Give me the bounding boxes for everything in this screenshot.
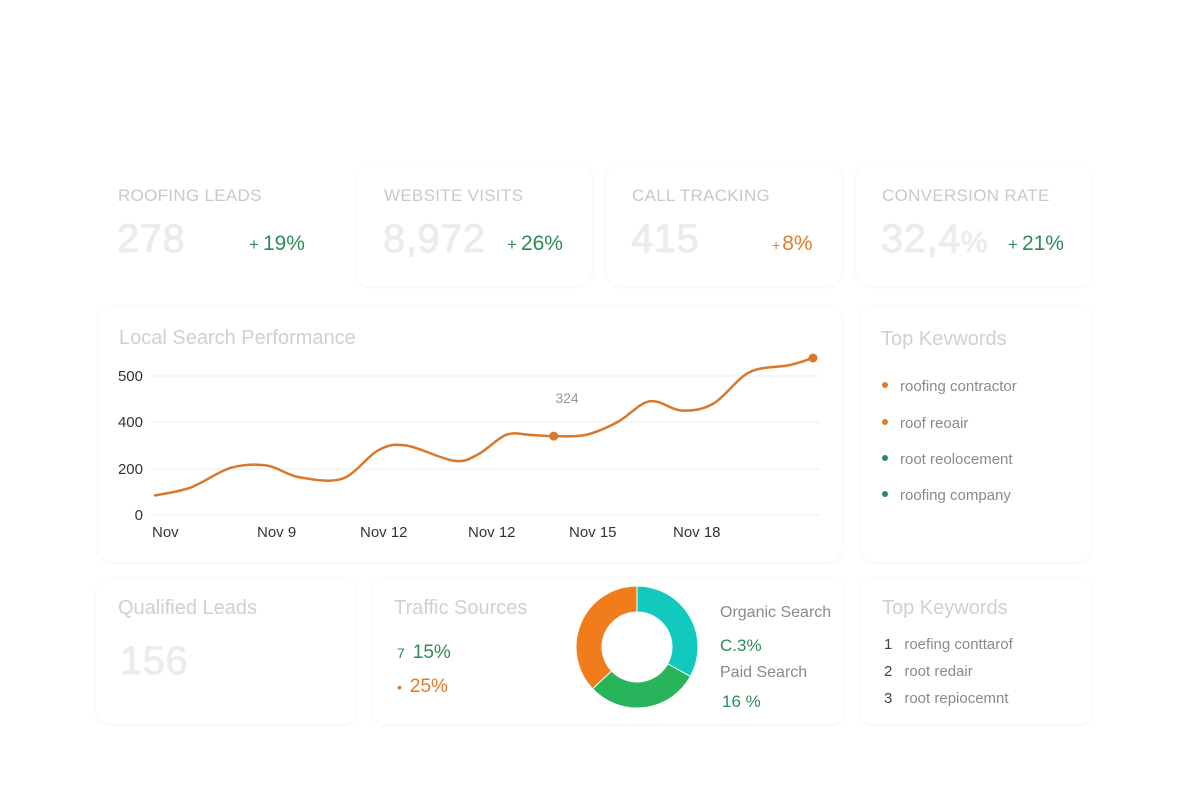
donut-segment-orange: [575, 585, 638, 690]
arrow-up-icon: +: [507, 235, 517, 254]
kpi-card-call-tracking: [606, 164, 842, 286]
top-keywords-2-card: [860, 578, 1092, 724]
kpi-delta: +26%: [507, 232, 563, 255]
kpi-card-website-visits: [356, 164, 592, 286]
traffic-sources-title: Traffic Sources: [394, 597, 528, 619]
qualified-leads-title: Qualified Leads: [118, 597, 257, 619]
arrow-up-icon: +: [249, 235, 259, 254]
kpi-label: CONVERSION RATE: [882, 186, 1050, 205]
kpi-delta: +19%: [249, 232, 305, 255]
kpi-card-conversion-rate: [856, 164, 1092, 286]
arrow-up-icon: +: [1008, 235, 1018, 254]
kpi-value-unit: %: [960, 226, 989, 259]
kpi-value: 278: [117, 217, 186, 261]
traffic-source-item: 7 15%: [397, 642, 451, 663]
donut-segment-teal: [636, 585, 699, 678]
kpi-value: 8,972: [383, 217, 486, 261]
list-item[interactable]: 2 root redair: [884, 663, 973, 680]
list-item[interactable]: roofing company: [882, 487, 1011, 504]
bullet-icon: [882, 491, 888, 498]
kpi-delta: +21%: [1008, 232, 1064, 255]
legend-label-paid: Paid Search: [720, 664, 808, 681]
top-keywords-title: Top Kevwords: [881, 328, 1007, 350]
legend-label-organic: Organic Search: [720, 604, 832, 621]
kpi-label: WEBSITE VISITS: [384, 186, 524, 205]
bullet-icon: [882, 382, 888, 389]
list-item[interactable]: 3 root repiocemnt: [884, 690, 1009, 707]
kpi-label: ROOFING LEADS: [118, 186, 262, 205]
kpi-label: CALL TRACKING: [632, 186, 771, 205]
bullet-icon: [882, 419, 888, 426]
list-item[interactable]: 1 roefing conttarof: [884, 636, 1013, 653]
top-keywords-card: [860, 306, 1092, 562]
qualified-leads-card: [96, 578, 356, 724]
list-item[interactable]: roofing contractor: [882, 378, 1017, 395]
kpi-card-roofing-leads: [98, 164, 342, 286]
top-keywords-2-title: Top Keywords: [882, 597, 1008, 619]
kpi-value: 32,4%: [881, 217, 989, 261]
list-item[interactable]: roof reoair: [882, 415, 968, 432]
qualified-leads-value: 156: [120, 639, 189, 683]
kpi-value: 415: [631, 217, 700, 261]
list-item[interactable]: root reolocement: [882, 451, 1013, 468]
kpi-delta: +8%: [772, 232, 813, 255]
traffic-donut-chart: [575, 585, 699, 709]
bullet-icon: [882, 455, 888, 462]
bullet-icon: 7: [397, 645, 405, 661]
legend-value-paid: 16 %: [722, 692, 761, 711]
traffic-source-item: • 25%: [397, 676, 448, 697]
performance-title: Local Search Performance: [119, 327, 356, 349]
arrow-up-icon: +: [772, 237, 781, 253]
legend-value-organic: C.3%: [720, 636, 762, 655]
bullet-icon: •: [397, 679, 402, 695]
